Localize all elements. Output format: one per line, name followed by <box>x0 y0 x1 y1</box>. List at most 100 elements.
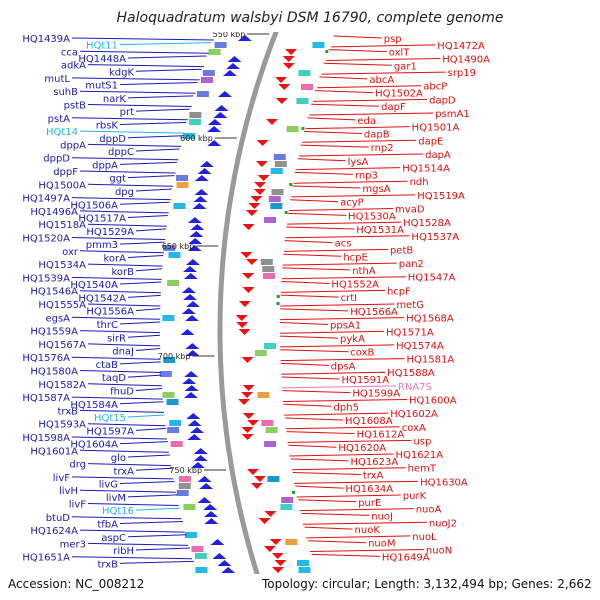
leader-line <box>79 330 161 334</box>
leader-line <box>87 542 189 546</box>
leader-line <box>119 161 177 165</box>
gene-label: RNA7S <box>398 382 432 393</box>
leader-line <box>127 414 165 418</box>
leader-line <box>71 157 179 161</box>
leader-line <box>284 412 389 416</box>
reverse-gene-mark <box>241 434 254 440</box>
gc-mark <box>301 127 305 130</box>
feature-block <box>264 343 277 349</box>
leader-line <box>127 254 164 258</box>
reverse-gene-mark <box>256 140 269 146</box>
gene-label: HQ1580A <box>30 367 78 378</box>
feature-block <box>163 357 176 363</box>
leader-line <box>71 516 182 520</box>
leader-line <box>135 348 161 352</box>
leader-line <box>71 197 171 201</box>
gene-label: HQ1620A <box>338 443 386 454</box>
gene-label: mgsA <box>362 184 390 195</box>
leader-line <box>280 303 395 307</box>
leader-line <box>71 117 188 121</box>
leader-line <box>280 294 339 298</box>
leader-line <box>280 358 405 362</box>
gene-label: dppC <box>108 147 134 158</box>
gene-label: HQ1576A <box>22 353 70 364</box>
leader-line <box>287 221 402 225</box>
gene-label: pykA <box>340 334 365 345</box>
leader-line <box>71 436 168 440</box>
gene-label: sirR <box>107 333 126 344</box>
forward-gene-mark <box>187 434 202 440</box>
feature-block <box>260 259 273 265</box>
forward-gene-mark <box>207 126 222 132</box>
leader-line <box>281 276 406 280</box>
gene-label: purE <box>358 498 381 509</box>
leader-line <box>281 376 340 380</box>
gene-label: HQ1649A <box>382 552 430 563</box>
tick-label: 700 kbp <box>158 352 191 361</box>
gene-label: drg <box>69 460 86 471</box>
leader-line <box>87 64 205 68</box>
leader-line <box>79 130 185 134</box>
feature-block <box>281 497 294 503</box>
forward-gene-mark <box>193 448 208 454</box>
leader-line <box>282 262 397 266</box>
gene-label: HQ1602A <box>390 409 438 420</box>
feature-block <box>162 392 175 398</box>
gene-label: HQ1537A <box>411 232 459 243</box>
leader-line <box>127 294 161 298</box>
reverse-gene-mark <box>245 210 258 216</box>
gene-label: glo <box>111 453 126 464</box>
leader-line <box>71 476 174 480</box>
feature-block <box>196 91 209 97</box>
forward-gene-mark <box>204 511 219 517</box>
feature-block <box>176 490 189 496</box>
gene-label: HQ1506A <box>70 200 118 211</box>
feature-block <box>184 532 197 538</box>
leader-line <box>71 356 161 360</box>
leader-line <box>119 82 198 86</box>
leader-line <box>87 303 161 307</box>
reverse-gene-mark <box>236 322 249 328</box>
gene-label: korB <box>111 267 134 278</box>
feature-block <box>183 133 196 139</box>
leader-line <box>127 494 178 498</box>
reverse-gene-mark <box>242 287 255 293</box>
gene-label: HQ1496A <box>30 207 78 218</box>
tick-label: 550 kbp <box>213 30 246 39</box>
reverse-gene-mark <box>272 567 285 573</box>
feature-block <box>168 252 181 258</box>
gene-label: HQ1630A <box>420 477 468 488</box>
leader-line <box>280 317 405 321</box>
forward-gene-mark <box>187 245 202 251</box>
gene-label: mutS1 <box>85 81 118 92</box>
gene-label: livF <box>53 473 70 484</box>
reverse-gene-mark <box>253 189 266 195</box>
gene-label: pstA <box>48 114 70 125</box>
leader-line <box>87 383 162 387</box>
reverse-gene-mark <box>275 77 288 83</box>
forward-gene-mark <box>180 329 195 335</box>
gene-label: HQ1519A <box>417 191 465 202</box>
gene-label: HQ1591A <box>341 375 389 386</box>
leader-line <box>79 50 209 54</box>
feature-block <box>261 420 274 426</box>
gene-label: HQ1552A <box>331 280 379 291</box>
gene-label: HQ1540A <box>70 280 118 291</box>
gene-label: HQ1567A <box>38 340 86 351</box>
gene-label: HQt16 <box>102 506 134 517</box>
leader-line <box>309 112 434 116</box>
gene-label: acs <box>335 239 352 250</box>
feature-block <box>268 196 281 202</box>
gene-label: nuoL <box>412 532 437 543</box>
gene-label: metG <box>396 300 424 311</box>
reverse-gene-mark <box>255 161 268 167</box>
feature-block <box>202 70 215 76</box>
gene-label: HQ1612A <box>357 430 405 441</box>
leader-line <box>79 90 196 94</box>
gene-label: HQ1517A <box>78 214 126 225</box>
gene-label: HQt11 <box>86 41 118 52</box>
gene-label: HQ1584A <box>70 400 118 411</box>
forward-gene-mark <box>190 427 205 433</box>
gene-label: HQ1608A <box>345 416 393 427</box>
forward-gene-mark <box>193 196 208 202</box>
